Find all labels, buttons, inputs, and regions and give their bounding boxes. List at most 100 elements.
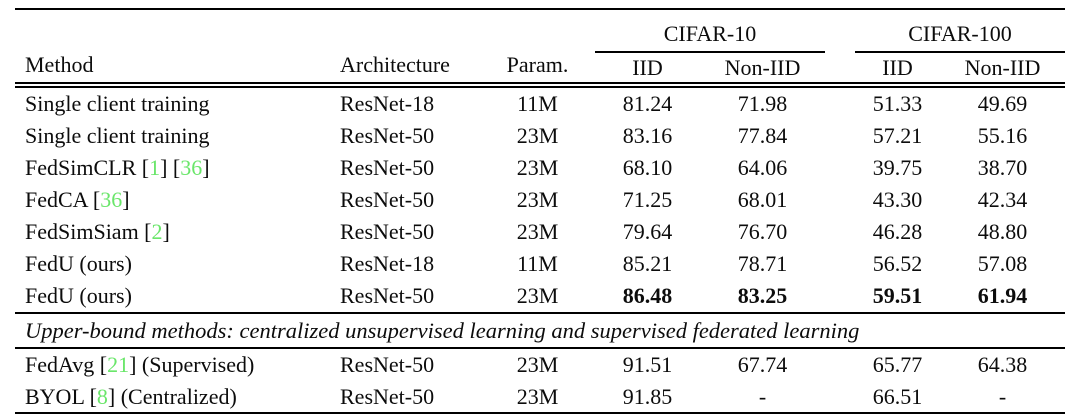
table-row: FedU (ours) ResNet-18 11M 85.21 78.71 56…	[15, 248, 1065, 280]
method-cell: FedU (ours)	[15, 280, 330, 313]
score-cifar100-iid: 66.51	[872, 383, 923, 409]
architecture-cell: ResNet-50	[340, 283, 435, 308]
table-row: FedAvg [21] (Supervised) ResNet-50 23M 9…	[15, 348, 1065, 381]
method-label: ] [	[160, 155, 181, 180]
column-gap	[825, 381, 855, 413]
subheader-cifar100-iid: IID	[855, 52, 940, 88]
score-cifar100-noniid: 57.08	[977, 251, 1028, 276]
score-cifar10-noniid: -	[758, 383, 767, 409]
score-cifar100-noniid: 38.70	[977, 155, 1028, 180]
score-cifar100-noniid: 48.80	[977, 219, 1028, 244]
group-header-cifar10: CIFAR-10	[595, 9, 825, 53]
method-label: ]	[162, 219, 170, 244]
score-cifar10-iid: 79.64	[622, 219, 673, 244]
header-row-groups: Method Architecture Param. CIFAR-10 CIFA…	[15, 9, 1065, 88]
method-label: Single client training	[25, 123, 210, 148]
score-cifar10-iid: 85.21	[622, 251, 673, 276]
method-label: ]	[202, 155, 210, 180]
score-cifar10-iid: 81.24	[622, 91, 673, 116]
method-cell: FedSimSiam [2]	[15, 216, 330, 248]
table-row: Single client training ResNet-50 23M 83.…	[15, 120, 1065, 152]
architecture-cell: ResNet-50	[340, 352, 435, 377]
param-cell: 23M	[516, 219, 559, 244]
method-cell: FedSimCLR [1] [36]	[15, 152, 330, 184]
column-gap	[825, 85, 855, 120]
score-cifar10-iid: 68.10	[622, 155, 673, 180]
method-cell: Single client training	[15, 85, 330, 120]
score-cifar10-noniid: 71.98	[737, 91, 788, 116]
score-cifar10-noniid: 67.74	[737, 352, 788, 377]
citation-link[interactable]: 2	[151, 219, 163, 244]
table-row: FedSimCLR [1] [36] ResNet-50 23M 68.10 6…	[15, 152, 1065, 184]
score-cifar10-iid: 91.85	[622, 383, 673, 409]
method-label: Single client training	[25, 91, 210, 116]
method-label: ]	[122, 187, 130, 212]
citation-link[interactable]: 1	[149, 155, 161, 180]
score-cifar10-iid: 83.16	[622, 123, 673, 148]
score-cifar10-noniid: 78.71	[737, 251, 788, 276]
upper-bound-note: Upper-bound methods: centralized unsuper…	[15, 312, 1065, 349]
method-label: FedAvg [	[25, 352, 108, 377]
score-cifar100-noniid: 42.34	[977, 187, 1028, 212]
method-label: ] (Supervised)	[129, 352, 255, 377]
param-cell: 23M	[516, 155, 559, 180]
score-cifar100-noniid: 49.69	[977, 91, 1028, 116]
subheader-cifar100-noniid: Non-IID	[940, 52, 1065, 88]
architecture-cell: ResNet-18	[340, 251, 435, 276]
col-header-param: Param.	[480, 9, 595, 88]
col-header-architecture: Architecture	[330, 9, 480, 88]
method-cell: BYOL [8] (Centralized)	[15, 381, 330, 413]
citation-link[interactable]: 8	[96, 383, 108, 409]
subheader-cifar10-iid: IID	[595, 52, 700, 88]
score-cifar100-noniid: 61.94	[977, 283, 1028, 308]
score-cifar100-iid: 59.51	[872, 283, 923, 308]
section-divider-row: Upper-bound methods: centralized unsuper…	[15, 312, 1065, 349]
header-row-splits: IID Non-IID IID Non-IID	[15, 52, 1065, 88]
score-cifar10-noniid: 76.70	[737, 219, 788, 244]
table-row-best: FedU (ours) ResNet-50 23M 86.48 83.25 59…	[15, 280, 1065, 313]
citation-link[interactable]: 21	[107, 352, 130, 377]
col-header-method: Method	[15, 9, 330, 88]
method-label: FedSimSiam [	[25, 219, 152, 244]
score-cifar10-iid: 86.48	[622, 283, 673, 308]
table-row: FedSimSiam [2] ResNet-50 23M 79.64 76.70…	[15, 216, 1065, 248]
score-cifar100-noniid: 64.38	[977, 352, 1028, 377]
method-label: FedU (ours)	[25, 283, 132, 308]
method-label: FedCA [	[25, 187, 101, 212]
method-cell: FedU (ours)	[15, 248, 330, 280]
column-gap	[825, 120, 855, 152]
architecture-cell: ResNet-50	[340, 219, 435, 244]
score-cifar100-noniid: 55.16	[977, 123, 1028, 148]
column-gap	[825, 9, 855, 88]
results-table: Method Architecture Param. CIFAR-10 CIFA…	[15, 8, 1065, 414]
method-cell: Single client training	[15, 120, 330, 152]
score-cifar100-iid: 57.21	[872, 123, 923, 148]
citation-link[interactable]: 36	[180, 155, 203, 180]
method-label: ] (Centralized)	[107, 383, 237, 409]
architecture-cell: ResNet-18	[340, 91, 435, 116]
score-cifar100-iid: 46.28	[872, 219, 923, 244]
architecture-cell: ResNet-50	[340, 383, 435, 409]
citation-link[interactable]: 36	[100, 187, 123, 212]
param-cell: 23M	[516, 187, 559, 212]
method-label: FedU (ours)	[25, 251, 132, 276]
score-cifar10-noniid: 77.84	[737, 123, 788, 148]
score-cifar10-iid: 91.51	[622, 352, 673, 377]
param-cell: 11M	[517, 251, 558, 276]
score-cifar100-iid: 56.52	[872, 251, 923, 276]
score-cifar10-noniid: 83.25	[737, 283, 788, 308]
architecture-cell: ResNet-50	[340, 155, 435, 180]
score-cifar100-iid: 51.33	[872, 91, 923, 116]
group-header-cifar100: CIFAR-100	[855, 9, 1065, 53]
param-cell: 23M	[516, 123, 559, 148]
architecture-cell: ResNet-50	[340, 187, 435, 212]
score-cifar10-noniid: 64.06	[737, 155, 788, 180]
column-gap	[825, 280, 855, 313]
column-gap	[825, 216, 855, 248]
score-cifar100-iid: 39.75	[872, 155, 923, 180]
column-gap	[825, 248, 855, 280]
method-cell: FedCA [36]	[15, 184, 330, 216]
column-gap	[825, 152, 855, 184]
score-cifar100-noniid: -	[998, 383, 1007, 409]
subheader-cifar10-noniid: Non-IID	[700, 52, 825, 88]
